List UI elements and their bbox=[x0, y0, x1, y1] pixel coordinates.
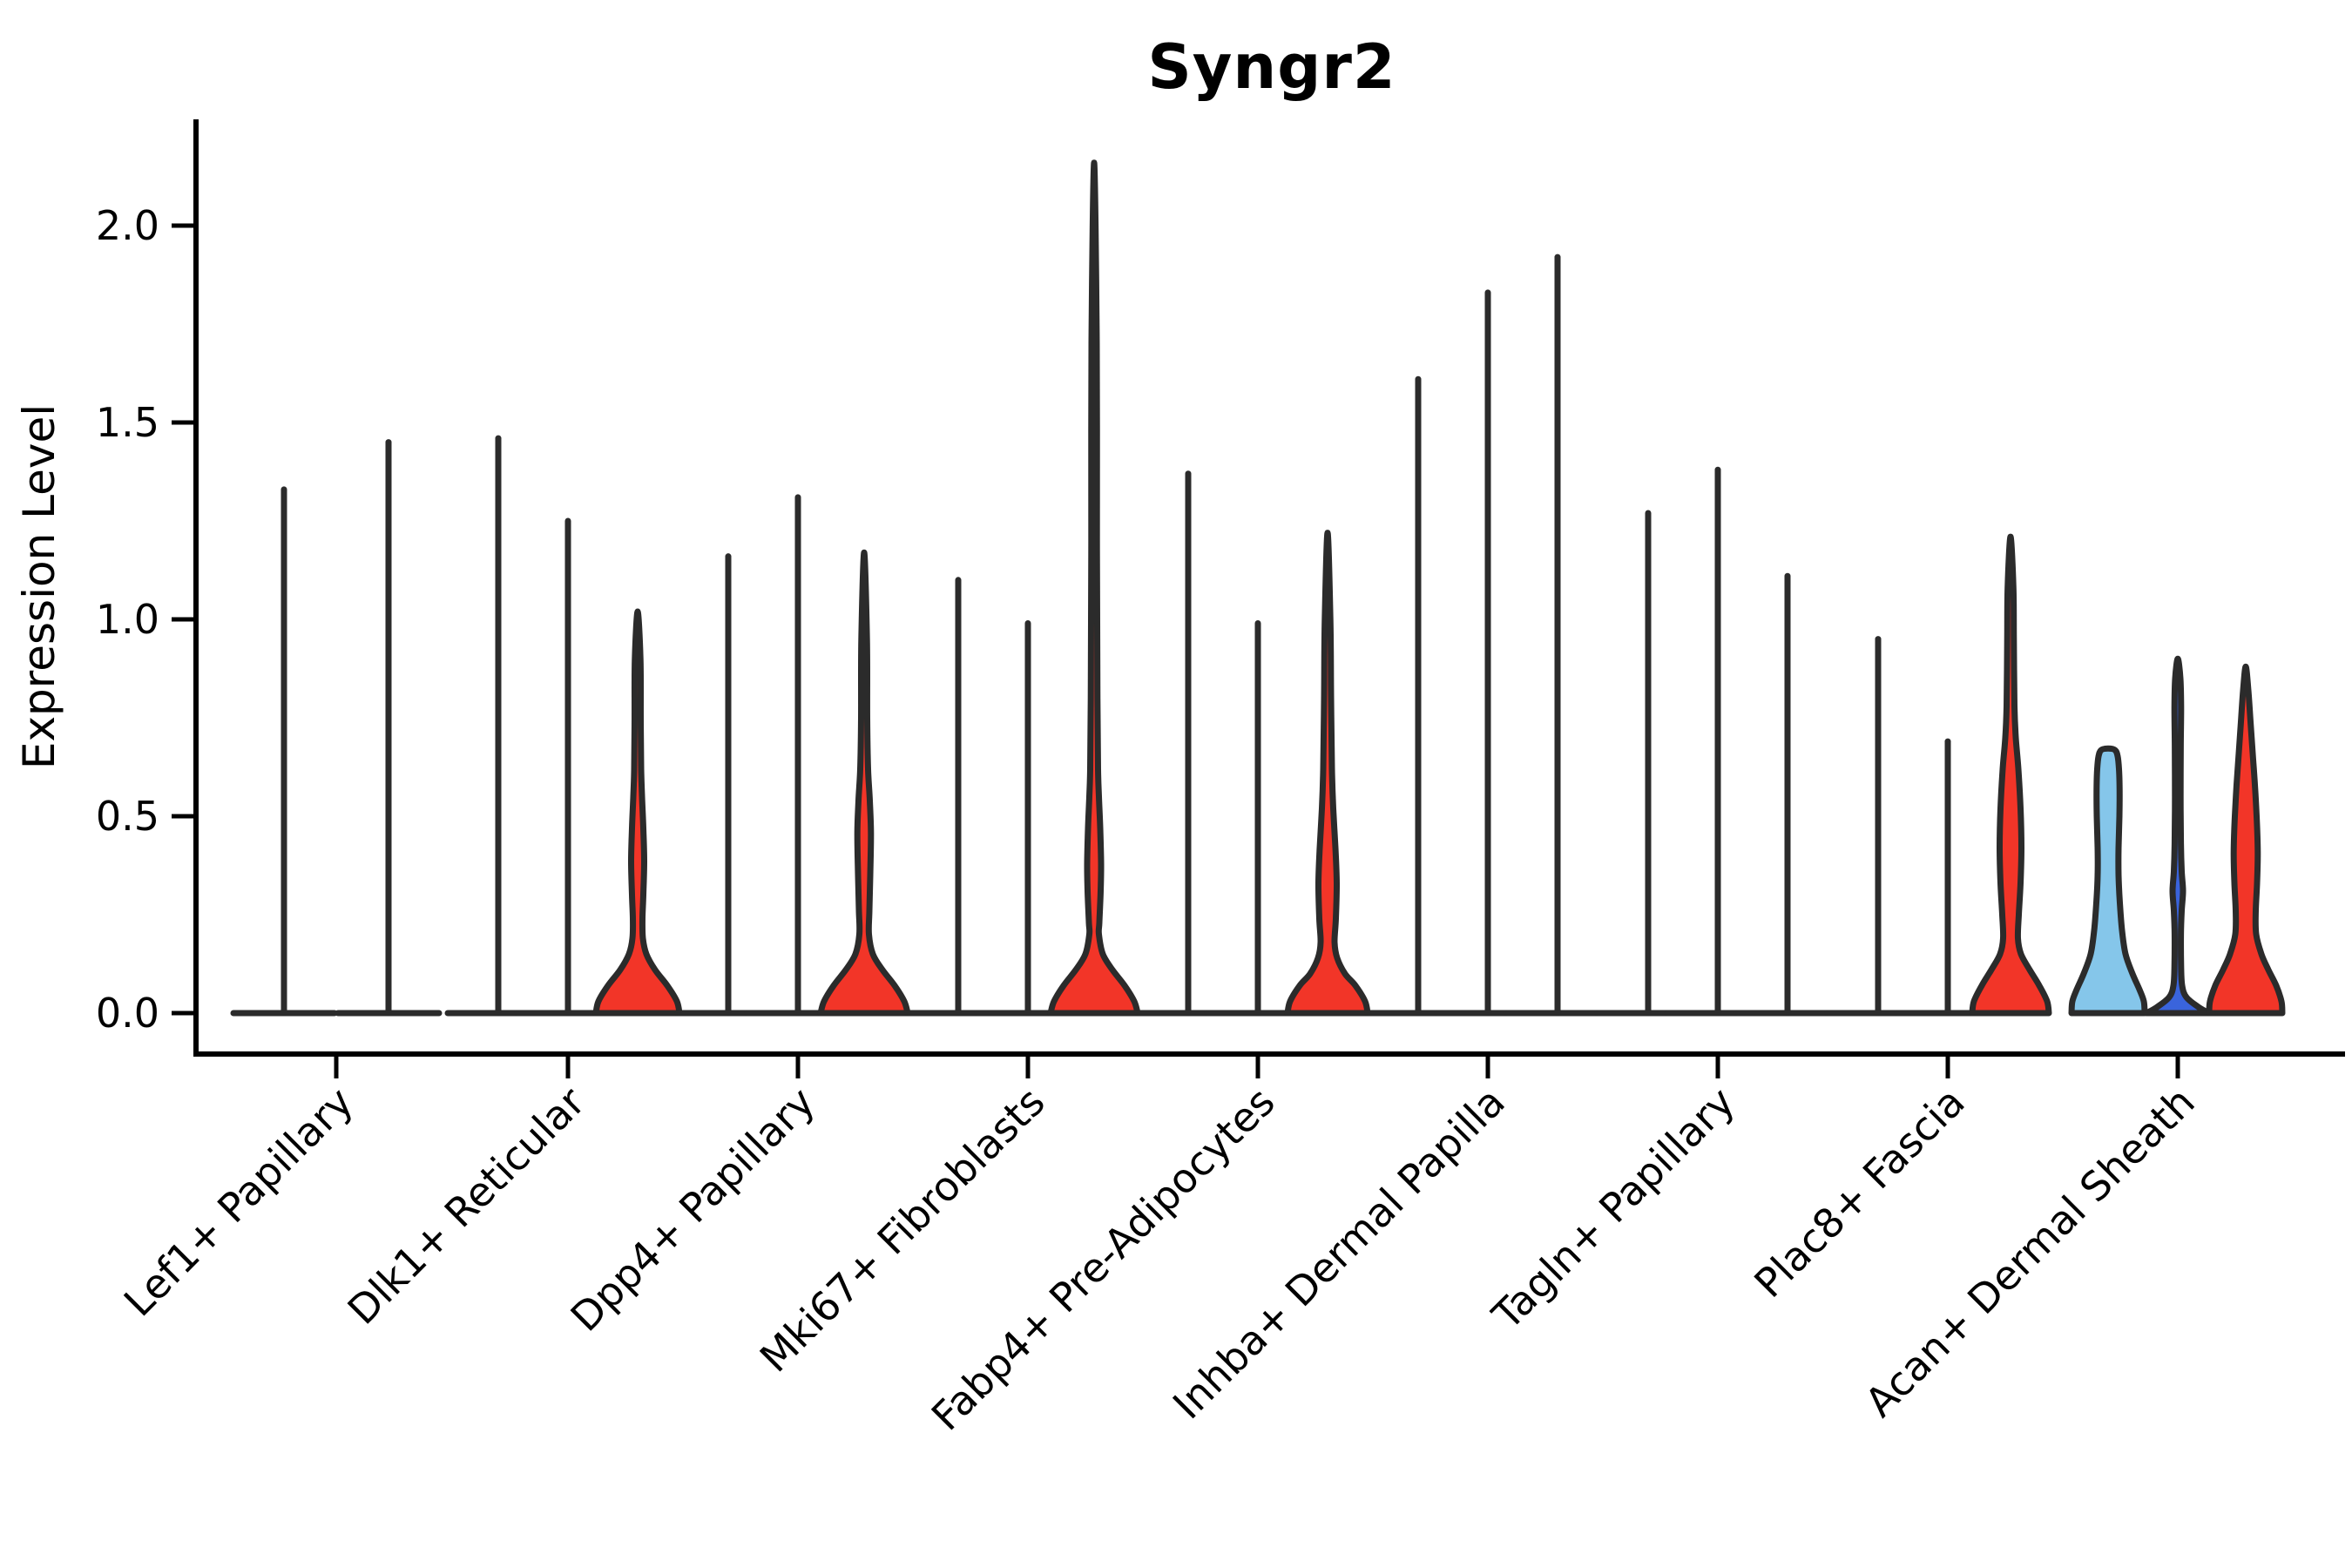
violin-darkblue bbox=[2143, 655, 2213, 1017]
violin-lightblue bbox=[2068, 745, 2148, 1017]
x-tick-label: Plac8+ Fascia bbox=[1745, 1078, 1973, 1307]
violin-red bbox=[1047, 159, 1141, 1017]
y-tick-label: 0.5 bbox=[96, 793, 159, 840]
y-tick-label: 1.5 bbox=[96, 399, 159, 446]
y-axis-title: Expression Level bbox=[14, 404, 64, 769]
violin-red bbox=[1969, 533, 2052, 1017]
violin-red bbox=[2206, 663, 2286, 1017]
y-tick-label: 2.0 bbox=[96, 202, 159, 249]
y-tick-label: 1.0 bbox=[96, 596, 159, 643]
x-tick-label: Tagln+ Papillary bbox=[1483, 1078, 1744, 1340]
violin-red bbox=[592, 608, 683, 1017]
y-tick-label: 0.0 bbox=[96, 990, 159, 1037]
violin-red bbox=[1284, 530, 1371, 1017]
x-tick-label: Lef1+ Papillary bbox=[115, 1078, 362, 1326]
violin-red bbox=[817, 549, 911, 1017]
x-tick-label: Dlk1+ Reticular bbox=[339, 1078, 594, 1334]
chart-title: Syngr2 bbox=[1147, 31, 1396, 103]
x-tick-label: Dpp4+ Papillary bbox=[562, 1078, 824, 1341]
